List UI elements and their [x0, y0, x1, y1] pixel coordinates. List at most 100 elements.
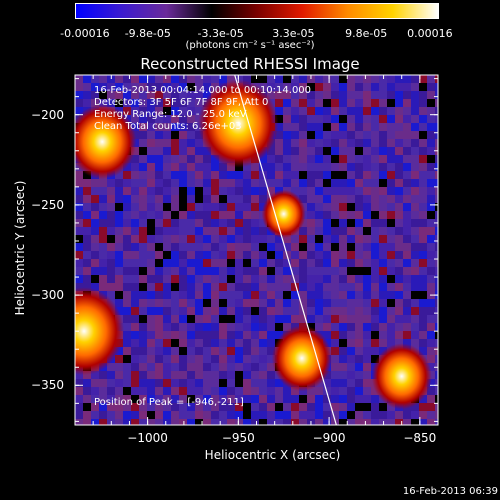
heatmap-cell	[339, 243, 347, 251]
heatmap-cell	[179, 339, 187, 347]
heatmap-cell	[227, 299, 235, 307]
heatmap-cell	[131, 411, 139, 419]
heatmap-cell	[419, 403, 427, 411]
heatmap-cell	[251, 283, 259, 291]
heatmap-cell	[219, 403, 227, 411]
heatmap-cell	[75, 179, 83, 187]
heatmap-cell	[195, 139, 203, 147]
heatmap-cell	[187, 227, 195, 235]
heatmap-cell	[251, 235, 259, 243]
bright-region	[75, 104, 137, 180]
heatmap-cell	[387, 195, 395, 203]
heatmap-cell	[403, 243, 411, 251]
heatmap-cell	[187, 107, 195, 115]
heatmap-cell	[83, 267, 91, 275]
heatmap-cell	[363, 419, 371, 425]
heatmap-cell	[99, 203, 107, 211]
heatmap-cell	[155, 307, 163, 315]
heatmap-cell	[371, 251, 379, 259]
heatmap-cell	[419, 195, 427, 203]
heatmap-cell	[339, 107, 347, 115]
heatmap-cell	[259, 259, 267, 267]
heatmap-cell	[195, 163, 203, 171]
heatmap-cell	[99, 275, 107, 283]
heatmap-cell	[371, 323, 379, 331]
heatmap-cell	[115, 403, 123, 411]
heatmap-cell	[387, 299, 395, 307]
heatmap-cell	[307, 235, 315, 243]
heatmap-cell	[195, 235, 203, 243]
heatmap-cell	[115, 275, 123, 283]
heatmap-cell	[427, 203, 435, 211]
heatmap-cell	[75, 259, 83, 267]
heatmap-cell	[163, 219, 171, 227]
heatmap-cell	[251, 227, 259, 235]
heatmap-cell	[219, 195, 227, 203]
heatmap-cell	[211, 307, 219, 315]
heatmap-cell	[139, 235, 147, 243]
heatmap-cell	[419, 211, 427, 219]
heatmap-cell	[203, 291, 211, 299]
heatmap-cell	[179, 331, 187, 339]
heatmap-cell	[91, 91, 99, 99]
heatmap-cell	[155, 139, 163, 147]
heatmap-cell	[179, 387, 187, 395]
heatmap-cell	[107, 187, 115, 195]
heatmap-cell	[403, 187, 411, 195]
heatmap-cell	[107, 387, 115, 395]
heatmap-cell	[275, 155, 283, 163]
heatmap-cell	[259, 267, 267, 275]
heatmap-cell	[171, 243, 179, 251]
heatmap-cell	[203, 339, 211, 347]
heatmap-cell	[427, 331, 435, 339]
heatmap-cell	[395, 219, 403, 227]
heatmap-cell	[259, 171, 267, 179]
heatmap-cell	[339, 91, 347, 99]
heatmap-cell	[435, 195, 438, 203]
heatmap-cell	[291, 99, 299, 107]
heatmap-cell	[131, 291, 139, 299]
heatmap-cell	[155, 171, 163, 179]
annotation-method: Clean Total counts: 6.26e+03	[94, 121, 242, 132]
heatmap-cell	[155, 379, 163, 387]
heatmap-cell	[187, 91, 195, 99]
heatmap-cell	[139, 219, 147, 227]
heatmap-cell	[235, 299, 243, 307]
heatmap-cell	[347, 315, 355, 323]
heatmap-cell	[379, 331, 387, 339]
heatmap-cell	[163, 259, 171, 267]
heatmap-cell	[403, 83, 411, 91]
heatmap-cell	[347, 355, 355, 363]
heatmap-cell	[427, 83, 435, 91]
heatmap-cell	[75, 419, 83, 425]
heatmap-cell	[195, 403, 203, 411]
heatmap-cell	[283, 155, 291, 163]
heatmap-cell	[179, 275, 187, 283]
heatmap-cell	[171, 363, 179, 371]
heatmap-cell	[291, 419, 299, 425]
heatmap-cell	[267, 155, 275, 163]
heatmap-cell	[107, 83, 115, 91]
heatmap-cell	[427, 131, 435, 139]
heatmap-cell	[427, 411, 435, 419]
heatmap-cell	[187, 323, 195, 331]
heatmap-cell	[395, 203, 403, 211]
heatmap-cell	[139, 139, 147, 147]
heatmap-cell	[195, 419, 203, 425]
heatmap-cell	[75, 235, 83, 243]
heatmap-cell	[291, 403, 299, 411]
heatmap-cell	[291, 115, 299, 123]
heatmap-cell	[435, 139, 438, 147]
heatmap-cell	[395, 411, 403, 419]
heatmap-cell	[219, 307, 227, 315]
heatmap-cell	[147, 235, 155, 243]
heatmap-cell	[307, 243, 315, 251]
heatmap-cell	[171, 395, 179, 403]
heatmap-cell	[267, 395, 275, 403]
heatmap-cell	[115, 219, 123, 227]
heatmap-cell	[411, 219, 419, 227]
heatmap-cell	[339, 259, 347, 267]
heatmap-cell	[427, 403, 435, 411]
heatmap-cell	[315, 235, 323, 243]
heatmap-cell	[195, 323, 203, 331]
